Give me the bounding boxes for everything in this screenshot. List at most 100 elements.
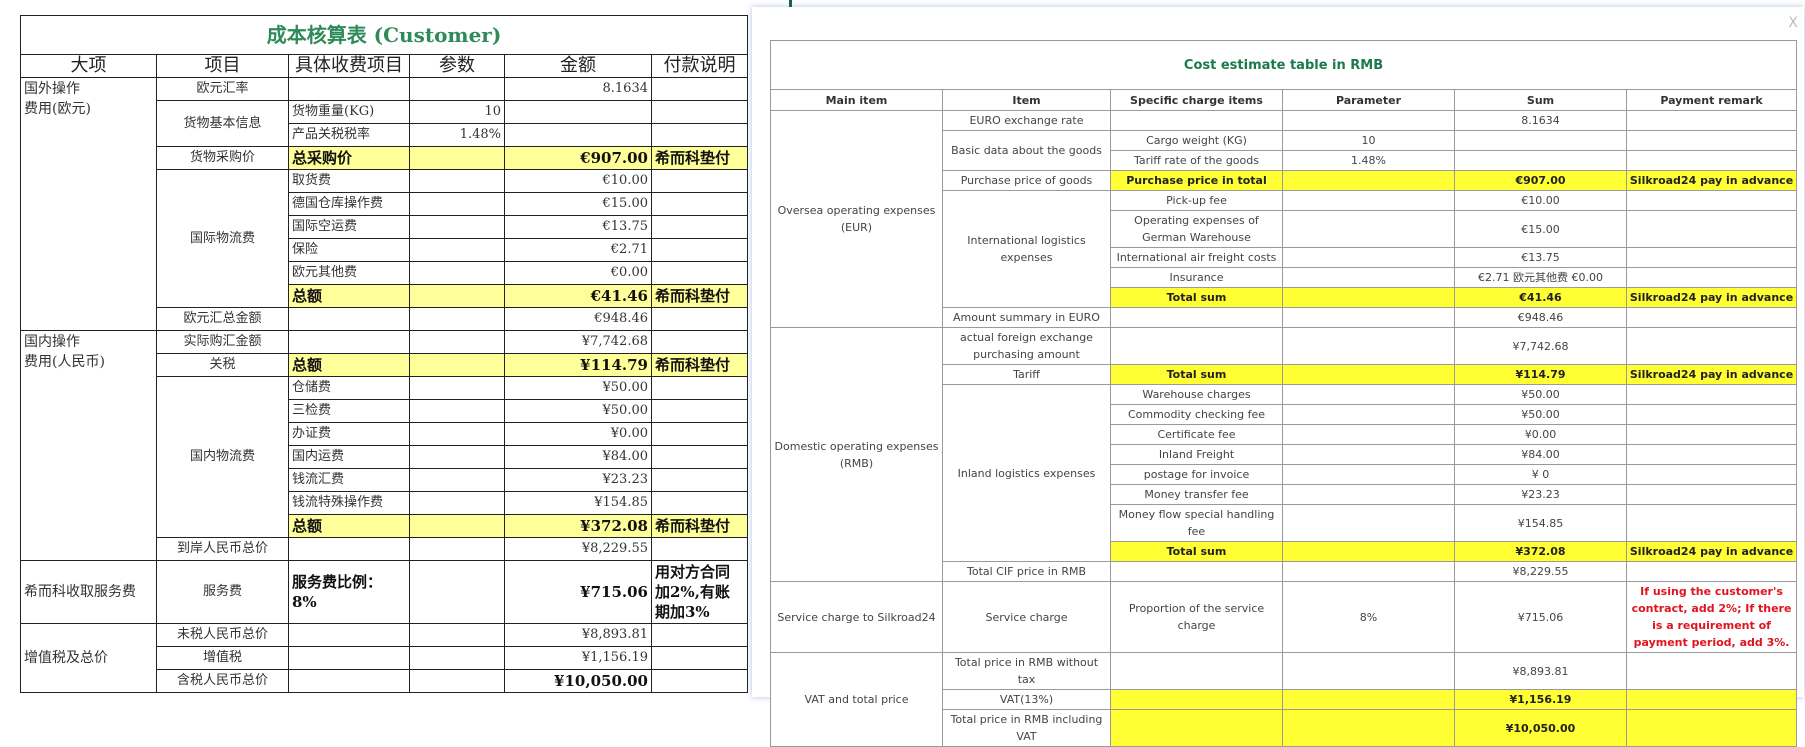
table-row: Domestic operating expenses (RMB) actual … xyxy=(770,327,1798,582)
charge-item-cell: 钱流特殊操作费 xyxy=(288,491,410,515)
item-cell: 国内物流费 xyxy=(156,376,289,538)
parameter-cell xyxy=(409,330,505,354)
item-cell: 服务费 xyxy=(156,560,289,624)
parameter-cell: 10 xyxy=(1282,130,1455,151)
payment-remark-cell xyxy=(1625,110,1798,131)
main-item-cell: 国内操作 费用(人民币) xyxy=(20,330,157,561)
main-item-cell: 国外操作 费用(欧元) xyxy=(20,77,157,331)
charge-item-cell: Money flow special handling fee xyxy=(1110,504,1283,542)
table-row: 德国仓库操作费 €15.00 xyxy=(21,192,749,216)
item-cell: Inland logistics expenses xyxy=(942,384,1111,562)
payment-remark-cell xyxy=(650,307,749,331)
sum-cell: ¥ 0 xyxy=(1454,464,1627,485)
charge-item-cell: Commodity checking fee xyxy=(1110,404,1283,425)
payment-remark-cell xyxy=(1625,267,1798,288)
sum-cell: €15.00 xyxy=(504,192,652,216)
charge-item-cell: 办证费 xyxy=(288,422,410,446)
charge-item-cell xyxy=(288,330,410,354)
item-cell: 欧元汇率 xyxy=(156,77,289,101)
parameter-cell xyxy=(1282,327,1455,365)
item-cell: Amount summary in EURO xyxy=(942,307,1111,328)
payment-remark-cell xyxy=(650,445,749,469)
column-header: Payment remark xyxy=(1625,89,1798,111)
sum-cell: ¥8,229.55 xyxy=(504,537,652,561)
parameter-cell xyxy=(1282,689,1455,710)
sum-cell: ¥0.00 xyxy=(1454,424,1627,445)
parameter-cell xyxy=(409,537,505,561)
sum-cell: ¥50.00 xyxy=(504,376,652,400)
parameter-cell xyxy=(1282,541,1455,562)
table-row: 关税 总额 ¥114.79 希而科垫付 xyxy=(21,353,749,377)
payment-remark-cell xyxy=(1625,130,1798,151)
sum-cell: ¥10,050.00 xyxy=(1454,709,1627,747)
charge-item-cell xyxy=(288,646,410,670)
payment-remark-cell xyxy=(1625,424,1798,445)
parameter-cell xyxy=(409,261,505,285)
table-row: 产品关税税率 1.48% xyxy=(21,123,749,147)
main-item-cell: VAT and total price xyxy=(770,652,943,747)
payment-remark-cell xyxy=(650,77,749,101)
charge-item-cell xyxy=(1110,307,1283,328)
sum-cell: €10.00 xyxy=(1454,190,1627,211)
charge-item-cell xyxy=(1110,327,1283,365)
charge-item-cell: 总额 xyxy=(288,514,410,538)
item-cell: Total price in RMB without tax xyxy=(942,652,1111,690)
parameter-cell xyxy=(1282,424,1455,445)
parameter-cell xyxy=(1282,561,1455,582)
sum-cell: €0.00 xyxy=(504,261,652,285)
charge-item-cell: 服务费比例：8% xyxy=(288,560,410,624)
payment-remark-cell xyxy=(650,623,749,647)
payment-remark-cell: Silkroad24 pay in advance xyxy=(1625,287,1798,308)
charge-item-cell: International air freight costs xyxy=(1110,247,1283,268)
table-row: 欧元其他费 €0.00 xyxy=(21,261,749,285)
table-row: postage for invoice ¥ 0 xyxy=(771,464,1798,485)
payment-remark-cell xyxy=(650,123,749,147)
charge-item-cell: Certificate fee xyxy=(1110,424,1283,445)
charge-item-cell xyxy=(288,623,410,647)
charge-item-cell xyxy=(1110,709,1283,747)
sum-cell: ¥8,893.81 xyxy=(1454,652,1627,690)
payment-remark-cell xyxy=(1625,190,1798,211)
payment-remark-cell xyxy=(650,646,749,670)
sum-cell: ¥154.85 xyxy=(504,491,652,515)
payment-remark-cell xyxy=(650,169,749,193)
item-cell: 关税 xyxy=(156,353,289,377)
payment-remark-cell xyxy=(650,215,749,239)
parameter-cell xyxy=(409,238,505,262)
charge-item-cell: Cargo weight (KG) xyxy=(1110,130,1283,151)
close-icon[interactable]: X xyxy=(1788,15,1798,31)
table-row: Oversea operating expenses (EUR) EURO exc… xyxy=(770,110,1798,328)
cost-table-chinese: 成本核算表 (Customer) 大项 项目 具体收费项目 参数 金额 付款说明 国外操作 费… xyxy=(19,15,749,693)
item-cell: EURO exchange rate xyxy=(942,110,1111,131)
table-row: 钱流特殊操作费 ¥154.85 xyxy=(21,491,749,515)
charge-item-cell: Insurance xyxy=(1110,267,1283,288)
charge-item-cell: Total sum xyxy=(1110,541,1283,562)
column-header: Item xyxy=(942,89,1111,111)
charge-item-cell xyxy=(288,307,410,331)
sum-cell: ¥715.06 xyxy=(504,560,652,624)
payment-remark-cell xyxy=(650,100,749,124)
column-header: 金额 xyxy=(504,54,652,78)
charge-item-cell xyxy=(288,669,410,693)
sum-cell xyxy=(1454,150,1627,171)
parameter-cell: 8% xyxy=(1282,581,1455,653)
payment-remark-cell: 希而科垫付 xyxy=(650,353,749,377)
parameter-cell xyxy=(409,215,505,239)
table-row: 含税人民币总价 ¥10,050.00 xyxy=(21,669,749,693)
parameter-cell xyxy=(409,514,505,538)
charge-item-cell: 德国仓库操作费 xyxy=(288,192,410,216)
parameter-cell xyxy=(1282,210,1455,248)
table-row: 总额 ¥372.08 希而科垫付 xyxy=(21,514,749,538)
sum-cell: ¥84.00 xyxy=(1454,444,1627,465)
charge-item-cell: 总额 xyxy=(288,353,410,377)
charge-item-cell: Warehouse charges xyxy=(1110,384,1283,405)
sum-cell: €41.46 xyxy=(1454,287,1627,308)
item-cell: 国际物流费 xyxy=(156,169,289,308)
payment-remark-cell: 希而科垫付 xyxy=(650,284,749,308)
sum-cell: ¥50.00 xyxy=(504,399,652,423)
table-row: 欧元汇总金额 €948.46 xyxy=(21,307,749,331)
parameter-cell xyxy=(1282,287,1455,308)
parameter-cell xyxy=(409,623,505,647)
table-row: 货物基本信息 货物重量(KG) 10 xyxy=(21,100,749,147)
parameter-cell xyxy=(409,376,505,400)
